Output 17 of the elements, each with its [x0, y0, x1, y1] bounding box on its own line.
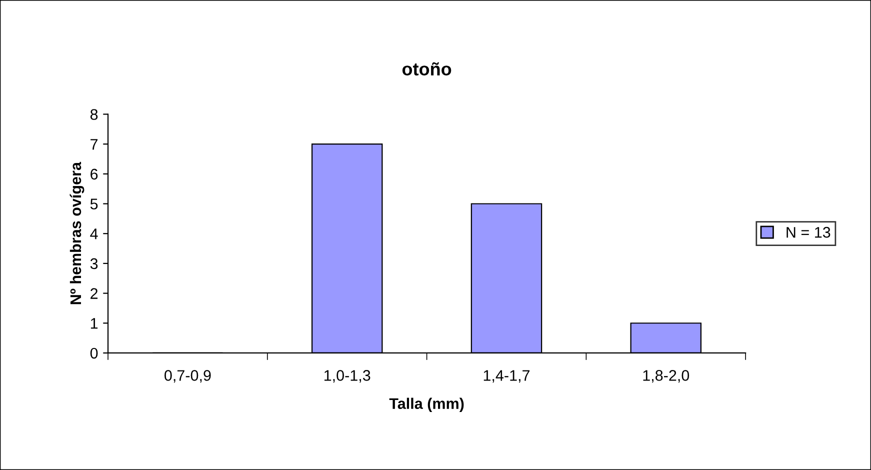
y-tick-label: 4: [90, 228, 98, 240]
y-tick-label: 8: [90, 109, 98, 120]
x-tick-label: 0,7-0,9: [164, 370, 211, 383]
y-axis-title: Nº hembras ovígera: [70, 162, 84, 304]
y-tick-label: 2: [90, 288, 98, 299]
chart-title: otoño: [402, 62, 452, 76]
y-tick-label: 0: [90, 348, 98, 359]
legend-label: N = 13: [786, 226, 830, 238]
x-tick-label: 1,4-1,7: [484, 370, 530, 383]
x-tick-label: 1,0-1,3: [324, 370, 370, 383]
x-axis-title: Talla (mm): [389, 398, 464, 412]
x-tick-label: 1,8-2,0: [643, 370, 690, 383]
y-tick-label: 6: [90, 168, 98, 180]
y-tick-label: 1: [90, 318, 98, 329]
y-tick-label: 7: [90, 139, 98, 150]
y-tick-label: 3: [90, 258, 98, 270]
y-tick-label: 5: [90, 198, 98, 210]
